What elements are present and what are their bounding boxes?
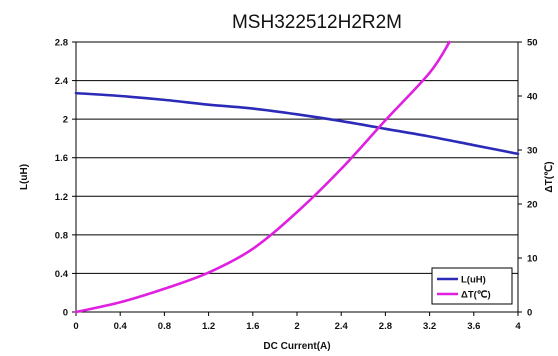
y2-axis-label: ΔT(℃): [544, 161, 555, 192]
y-tick-label: 0.4: [55, 269, 69, 280]
y-axis-label: L(uH): [19, 164, 30, 190]
y-tick-label: 2.8: [55, 38, 68, 49]
y2-tick-label: 0: [527, 308, 532, 319]
y2-tick-label: 10: [527, 254, 538, 265]
x-tick-label: 0: [73, 321, 78, 332]
series-line-temperature-rise: [74, 40, 451, 314]
y2-tick-label: 40: [527, 92, 538, 103]
legend-label: L(uH): [461, 275, 486, 286]
series-line-inductance: [74, 91, 520, 156]
y-tick-label: 2.4: [55, 76, 69, 87]
y-tick-label: 2: [63, 115, 68, 126]
x-tick-label: 1.2: [202, 321, 215, 332]
y-tick-label: 1.2: [55, 192, 68, 203]
x-tick-label: 0.4: [114, 321, 128, 332]
x-axis-label: DC Current(A): [263, 341, 330, 352]
x-tick-label: 0.8: [158, 321, 171, 332]
y-tick-label: 1.6: [55, 153, 68, 164]
x-tick-label: 2.4: [335, 321, 349, 332]
y2-tick-label: 50: [527, 38, 538, 49]
x-tick-label: 4: [515, 321, 521, 332]
y2-tick-label: 30: [527, 146, 538, 157]
y-tick-label: 0.8: [55, 230, 68, 241]
y2-tick-label: 20: [527, 200, 538, 211]
x-tick-label: 2.8: [379, 321, 392, 332]
x-tick-label: 3.2: [423, 321, 436, 332]
x-tick-label: 2: [294, 321, 299, 332]
legend-label: ΔT(℃): [461, 290, 491, 301]
y-tick-label: 0: [63, 308, 68, 319]
x-tick-label: 1.6: [246, 321, 259, 332]
chart-title: MSH322512H2R2M: [232, 12, 402, 33]
legend-box: [431, 267, 513, 305]
x-tick-label: 3.6: [467, 321, 480, 332]
